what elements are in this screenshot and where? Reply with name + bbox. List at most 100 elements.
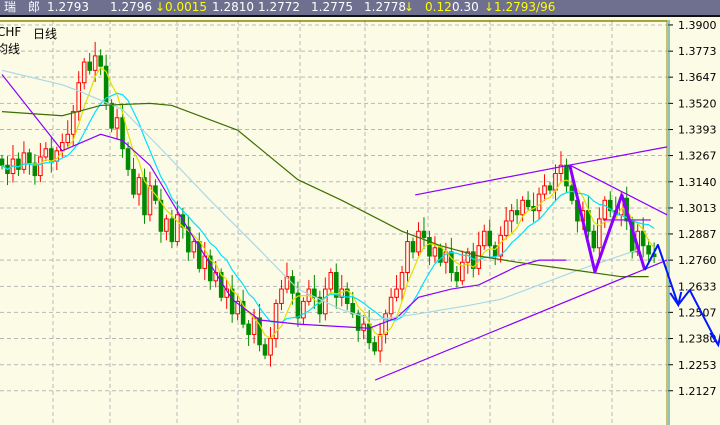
- y-tick-label: 1.2760: [678, 254, 717, 267]
- candle-body: [32, 162, 38, 177]
- symbol-label: CHF: [0, 25, 22, 39]
- candle-body: [361, 323, 366, 331]
- candle-body: [131, 168, 136, 195]
- y-tick-label: 1.2380: [678, 333, 717, 346]
- candle-body: [416, 230, 421, 253]
- candle-body: [470, 251, 476, 269]
- candle-body: [514, 210, 520, 216]
- candle-body: [454, 272, 460, 282]
- candle-body: [268, 338, 273, 356]
- quote-change: ↓0.0015: [155, 0, 208, 14]
- moving-average-line: [1, 92, 655, 323]
- candle-body: [449, 251, 454, 274]
- candle-body: [175, 214, 180, 243]
- moving-average-line: [1, 69, 638, 321]
- direction-arrow-icon: ↓: [404, 0, 415, 14]
- candle-body: [509, 210, 514, 222]
- candle-body: [553, 172, 558, 191]
- arrowhead-icon: [669, 291, 683, 308]
- quote-low: 1.2772: [258, 0, 300, 14]
- candle-body: [317, 296, 323, 315]
- quote-last: ↓1.2793/96: [484, 0, 556, 14]
- candle-body: [405, 241, 410, 274]
- candle-body: [136, 177, 142, 195]
- y-tick-label: 1.2887: [678, 228, 717, 241]
- candle-body: [388, 296, 394, 315]
- candle-body: [427, 236, 432, 257]
- candle-body: [597, 218, 602, 249]
- candle-body: [38, 156, 43, 177]
- candle-body: [240, 300, 246, 325]
- candle-body: [520, 199, 525, 216]
- candle-body: [460, 261, 465, 282]
- quote-pct: 0.12: [425, 0, 452, 14]
- candle-body: [49, 148, 54, 162]
- candle-body: [87, 61, 92, 71]
- candle-body: [350, 302, 356, 315]
- candle-body: [410, 241, 416, 253]
- candle-body: [525, 199, 531, 208]
- candle-body: [432, 247, 438, 257]
- quote-high: 1.2810: [212, 0, 254, 14]
- candle-body: [257, 317, 262, 346]
- period-label: 日线: [33, 27, 58, 41]
- candle-body: [191, 241, 197, 253]
- candle-body: [301, 300, 306, 319]
- candle-body: [503, 220, 509, 236]
- y-tick-label: 1.3013: [678, 202, 717, 215]
- y-tick-label: 1.3647: [678, 71, 717, 84]
- candle-body: [372, 342, 377, 352]
- candle-body: [65, 133, 71, 144]
- candle-body: [103, 65, 109, 104]
- candle-body: [114, 117, 120, 129]
- y-tick-label: 1.3267: [678, 150, 717, 163]
- candle-body: [81, 61, 87, 84]
- candle-body: [109, 102, 114, 129]
- candle-body: [27, 152, 32, 164]
- candle-body: [147, 185, 153, 216]
- candle-body: [646, 245, 651, 255]
- candle-body: [158, 199, 164, 232]
- candle-body: [76, 82, 82, 113]
- trendline: [569, 164, 668, 216]
- candle-body: [164, 218, 169, 232]
- candle-body: [547, 185, 553, 191]
- y-tick-label: 1.2253: [678, 359, 717, 372]
- y-tick-label: 1.3773: [678, 45, 717, 58]
- candle-body: [481, 230, 487, 247]
- candle-body: [186, 226, 191, 253]
- instrument-name: 瑞 郎: [4, 0, 41, 14]
- candle-body: [607, 199, 613, 212]
- candle-body: [438, 247, 443, 263]
- candle-body: [564, 164, 569, 187]
- candle-body: [399, 272, 405, 290]
- candle-body: [70, 111, 76, 135]
- candle-body: [377, 333, 383, 352]
- y-tick-label: 1.2127: [678, 385, 717, 398]
- y-tick-label: 1.3140: [678, 176, 717, 189]
- candle-body: [262, 344, 268, 356]
- candle-body: [476, 245, 482, 269]
- candle-body: [169, 218, 175, 243]
- candle-body: [207, 255, 213, 282]
- quote-ask: 1.2778: [364, 0, 406, 14]
- candle-body: [246, 323, 251, 335]
- candle-body: [295, 292, 301, 319]
- candle-body: [498, 234, 503, 257]
- quote-bid: 1.2775: [311, 0, 353, 14]
- candle-body: [125, 148, 131, 170]
- y-tick-label: 1.3393: [678, 124, 717, 137]
- candle-body: [333, 272, 339, 298]
- candle-body: [602, 199, 608, 220]
- candle-body: [43, 148, 49, 158]
- y-tick-label: 1.2507: [678, 306, 717, 319]
- y-tick-label: 1.3520: [678, 97, 717, 110]
- candle-body: [640, 230, 646, 247]
- candle-body: [558, 164, 564, 174]
- candle-body: [235, 300, 240, 315]
- candle-body: [487, 230, 493, 247]
- candle-body: [394, 288, 399, 298]
- indicator-label: 均线: [0, 42, 21, 56]
- candle-body: [284, 276, 290, 290]
